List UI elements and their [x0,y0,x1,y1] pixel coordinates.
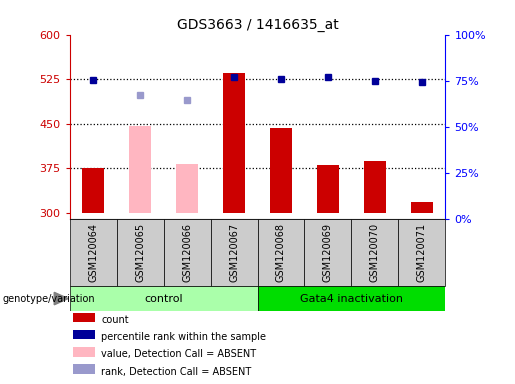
Bar [73,364,95,374]
Text: GSM120071: GSM120071 [417,223,427,282]
Bar [73,330,95,339]
Polygon shape [54,292,68,305]
Bar [365,161,386,213]
Bar [399,219,445,286]
Text: GSM120069: GSM120069 [323,223,333,282]
Text: GSM120067: GSM120067 [229,223,239,282]
Text: percentile rank within the sample: percentile rank within the sample [101,332,266,342]
Bar [352,219,399,286]
Title: GDS3663 / 1416635_at: GDS3663 / 1416635_at [177,18,338,32]
Bar [164,219,211,286]
Bar [258,286,445,311]
Bar [129,126,150,213]
Text: rank, Detection Call = ABSENT: rank, Detection Call = ABSENT [101,366,252,377]
Bar [73,313,95,322]
Bar [211,219,258,286]
Bar [177,164,198,213]
Bar [73,347,95,357]
Text: GSM120065: GSM120065 [135,223,145,282]
Text: GSM120064: GSM120064 [88,223,98,282]
Text: control: control [144,293,183,304]
Bar [70,286,258,311]
Bar [82,168,104,213]
Bar [411,202,433,213]
Text: GSM120068: GSM120068 [276,223,286,282]
Text: Gata4 inactivation: Gata4 inactivation [300,293,403,304]
Bar [258,219,304,286]
Bar [116,219,164,286]
Text: value, Detection Call = ABSENT: value, Detection Call = ABSENT [101,349,256,359]
Text: count: count [101,314,129,325]
Bar [70,219,116,286]
Text: genotype/variation: genotype/variation [3,293,95,304]
Text: GSM120066: GSM120066 [182,223,192,282]
Bar [270,128,291,213]
Bar [304,219,352,286]
Bar [317,166,338,213]
Text: GSM120070: GSM120070 [370,223,380,282]
Bar [224,73,245,213]
